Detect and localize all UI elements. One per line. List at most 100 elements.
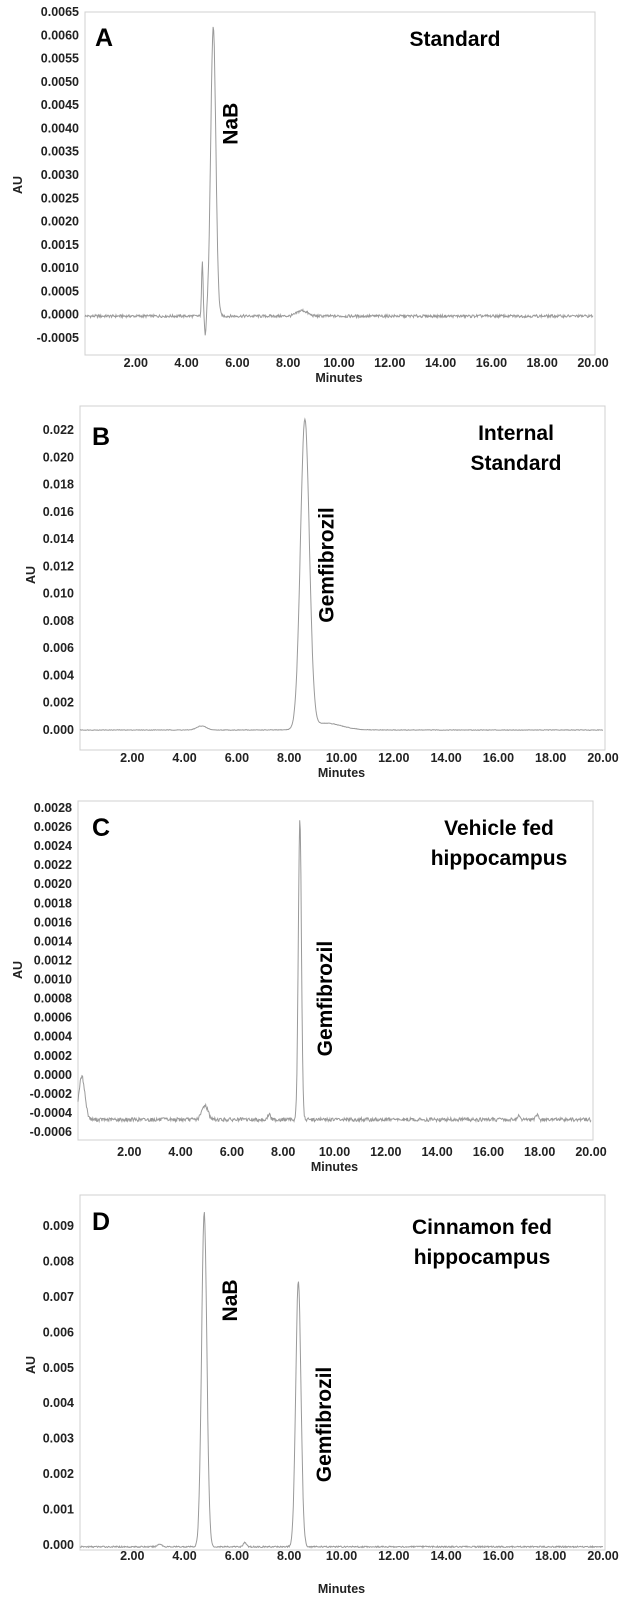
y-tick-label: 0.006: [43, 641, 74, 655]
chromatogram-trace: [79, 1212, 604, 1549]
y-tick-label: 0.000: [43, 1538, 74, 1552]
y-tick-label: 0.0055: [41, 52, 79, 66]
y-tick-label: 0.0040: [41, 121, 79, 135]
y-tick-label: 0.0024: [34, 839, 72, 853]
panel-letter: A: [95, 24, 113, 52]
panel-letter: B: [92, 423, 110, 451]
x-tick-label: 16.00: [473, 1145, 504, 1159]
y-tick-label: 0.0000: [34, 1068, 72, 1082]
x-tick-label: 20.00: [575, 1145, 606, 1159]
y-tick-label: 0.0035: [41, 145, 79, 159]
chart-panel-d: 0.000 0.001 0.002 0.003 0.004 0.005 0.006 0.007…: [24, 1194, 619, 1596]
panel-title: Standard: [470, 452, 561, 475]
y-tick-label: 0.004: [43, 1396, 74, 1410]
y-tick-label: -0.0004: [30, 1106, 72, 1120]
y-tick-label: 0.0050: [41, 75, 79, 89]
x-tick-label: 4.00: [168, 1145, 192, 1159]
x-tick-label: 16.00: [483, 751, 514, 765]
x-tick-label: 8.00: [277, 1549, 301, 1563]
y-tick-label: 0.008: [43, 1254, 74, 1268]
chart-panel-b: 0.000 0.002 0.004 0.006 0.008 0.010 0.012 0.014…: [24, 405, 619, 780]
y-tick-label: 0.002: [43, 1467, 74, 1481]
x-axis-label: Minutes: [311, 1160, 358, 1174]
panel-letter: D: [92, 1208, 110, 1236]
y-axis-label: AU: [11, 961, 25, 979]
plot-frame: [79, 1194, 606, 1551]
y-tick-label: 0.0065: [41, 5, 79, 19]
y-tick-label: 0.005: [43, 1361, 74, 1375]
x-tick-label: 6.00: [225, 1549, 249, 1563]
x-tick-label: 4.00: [174, 356, 198, 370]
x-axis-label: Minutes: [318, 1582, 365, 1596]
x-tick-label: 10.00: [323, 356, 354, 370]
x-tick-label: 4.00: [172, 751, 196, 765]
y-tick-label: 0.0020: [41, 215, 79, 229]
y-tick-label: 0.018: [43, 478, 74, 492]
panel-letter: C: [92, 814, 110, 842]
y-tick-label: 0.0005: [41, 284, 79, 298]
x-tick-label: 16.00: [483, 1549, 514, 1563]
y-axis-label: AU: [24, 1356, 38, 1374]
y-tick-label: 0.0025: [41, 191, 79, 205]
chromatogram-trace: [84, 26, 594, 336]
y-tick-label: -0.0002: [30, 1087, 72, 1101]
plot-frame: [77, 800, 594, 1141]
peak-label: NaB: [219, 103, 242, 145]
x-tick-label: 6.00: [225, 751, 249, 765]
panel-title: Cinnamon fed: [412, 1216, 552, 1239]
y-tick-label: 0.014: [43, 532, 74, 546]
plot-frame: [79, 405, 606, 751]
x-tick-label: 4.00: [172, 1549, 196, 1563]
x-tick-label: 10.00: [319, 1145, 350, 1159]
y-tick-label: 0.009: [43, 1219, 74, 1233]
y-tick-label: 0.0000: [41, 308, 79, 322]
x-tick-label: 20.00: [587, 751, 618, 765]
y-tick-label: 0.012: [43, 559, 74, 573]
peak-label: Gemfibrozil: [314, 941, 337, 1057]
y-tick-label: 0.0004: [34, 1030, 72, 1044]
chromatogram-trace: [79, 417, 603, 731]
y-tick-label: 0.0026: [34, 820, 72, 834]
x-tick-label: 10.00: [326, 751, 357, 765]
y-tick-label: 0.008: [43, 614, 74, 628]
x-tick-label: 14.00: [425, 356, 456, 370]
y-tick-label: 0.007: [43, 1290, 74, 1304]
y-tick-label: 0.020: [43, 450, 74, 464]
peak-label: NaB: [219, 1279, 242, 1321]
y-tick-label: 0.0012: [34, 953, 72, 967]
x-tick-label: 2.00: [124, 356, 148, 370]
x-tick-label: 2.00: [117, 1145, 141, 1159]
y-tick-label: 0.0002: [34, 1049, 72, 1063]
x-tick-label: 20.00: [587, 1549, 618, 1563]
x-tick-label: 8.00: [276, 356, 300, 370]
x-tick-label: 12.00: [378, 751, 409, 765]
x-tick-label: 12.00: [370, 1145, 401, 1159]
x-tick-label: 18.00: [527, 356, 558, 370]
chart-panel-c: -0.0006 -0.0004 -0.0002 0.0000 0.0002 0.0004 0…: [11, 800, 607, 1174]
peak-label: Gemfibrozil: [316, 507, 339, 623]
y-tick-label: 0.000: [43, 723, 74, 737]
y-tick-label: 0.0016: [34, 915, 72, 929]
x-tick-label: 8.00: [277, 751, 301, 765]
y-tick-label: -0.0005: [37, 331, 79, 345]
y-tick-label: 0.0030: [41, 168, 79, 182]
y-tick-label: 0.003: [43, 1432, 74, 1446]
y-tick-label: 0.0060: [41, 28, 79, 42]
x-tick-label: 14.00: [430, 1549, 461, 1563]
y-tick-label: 0.002: [43, 696, 74, 710]
x-tick-label: 2.00: [120, 1549, 144, 1563]
y-tick-label: 0.016: [43, 505, 74, 519]
y-tick-label: 0.0028: [34, 801, 72, 815]
x-tick-label: 18.00: [535, 1549, 566, 1563]
x-tick-label: 18.00: [535, 751, 566, 765]
x-tick-label: 16.00: [476, 356, 507, 370]
x-tick-label: 6.00: [225, 356, 249, 370]
x-tick-label: 14.00: [421, 1145, 452, 1159]
y-tick-label: 0.0022: [34, 858, 72, 872]
y-tick-label: 0.0006: [34, 1011, 72, 1025]
panel-title: Standard: [409, 28, 500, 51]
y-tick-label: 0.022: [43, 423, 74, 437]
x-tick-label: 8.00: [271, 1145, 295, 1159]
x-tick-label: 14.00: [430, 751, 461, 765]
